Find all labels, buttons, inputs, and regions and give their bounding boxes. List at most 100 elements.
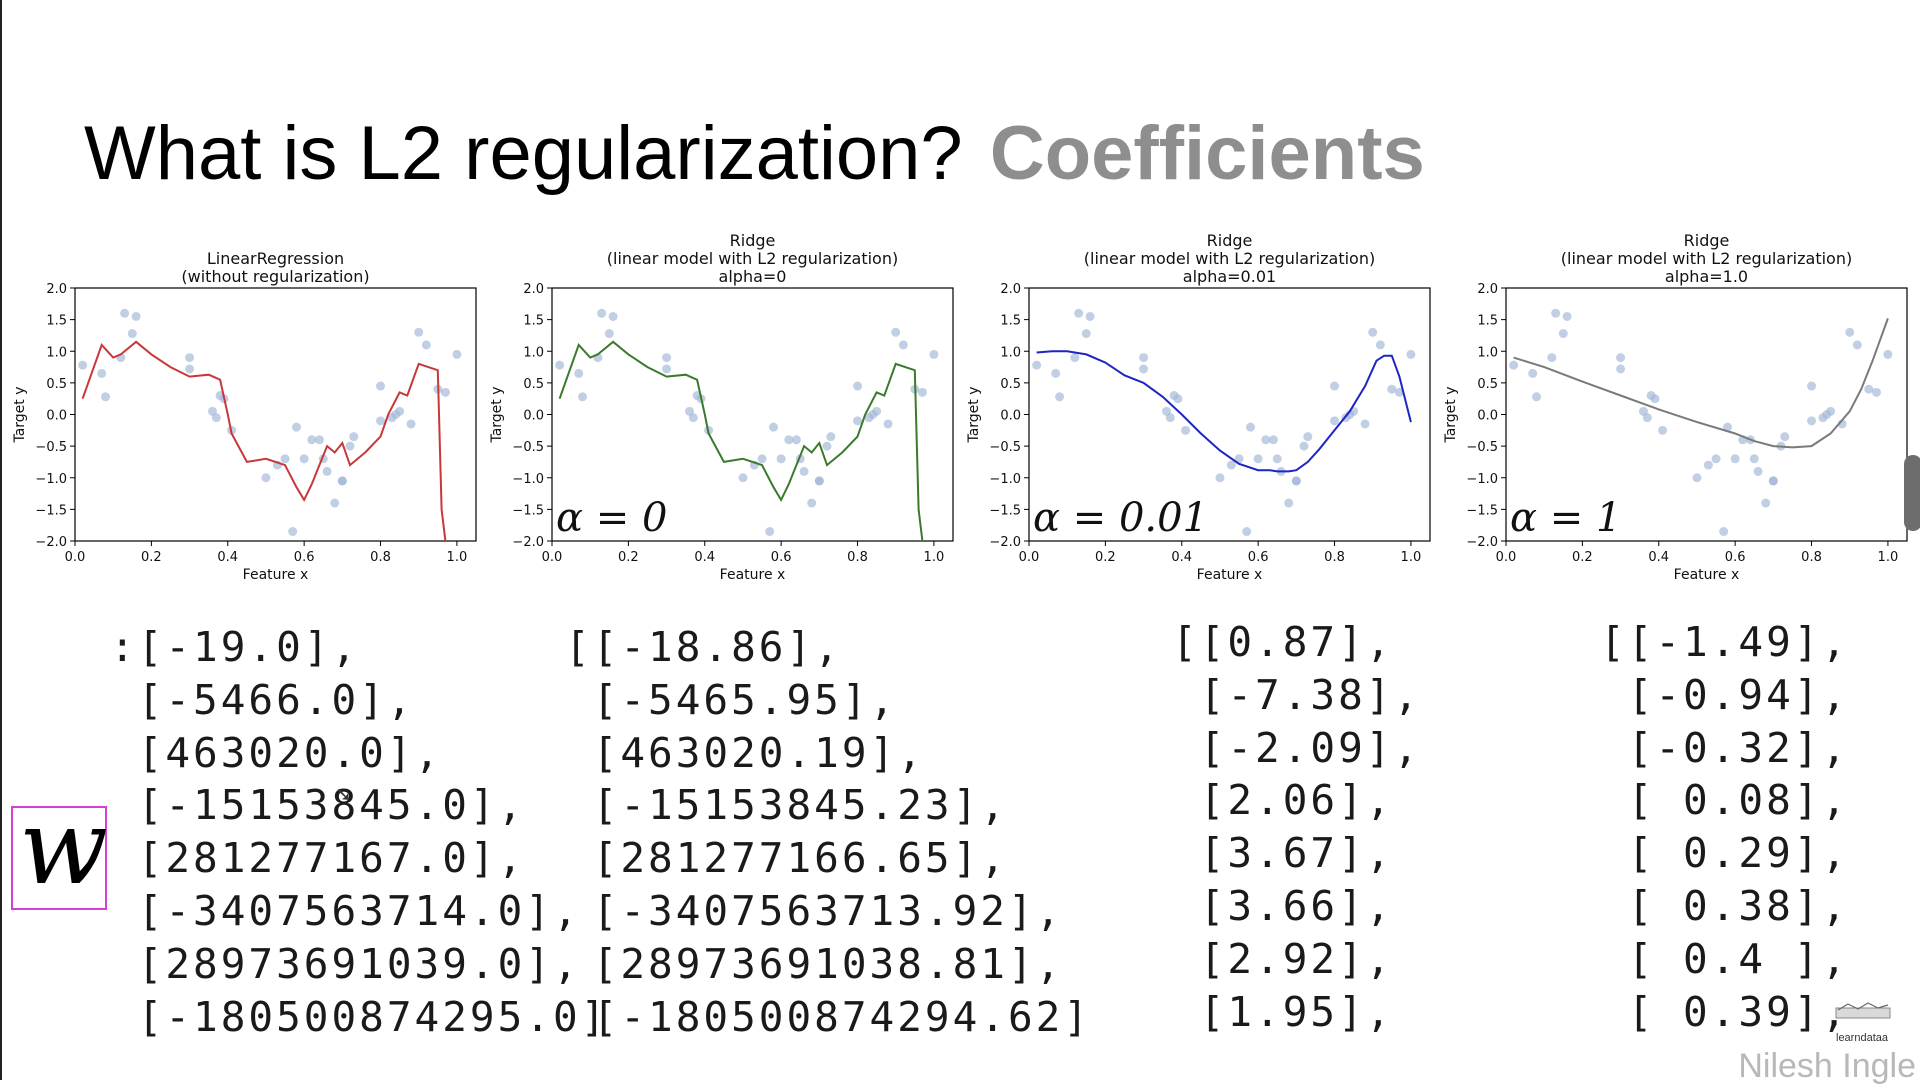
data-point xyxy=(738,473,748,483)
y-tick-label: −1.5 xyxy=(989,503,1021,518)
data-point xyxy=(662,353,672,363)
coefficient-value: [-15153845.23], xyxy=(565,781,1008,830)
y-tick-label: 2.0 xyxy=(523,282,544,297)
coefficient-value: [-3407563714.0], xyxy=(110,887,581,935)
data-point xyxy=(662,364,672,374)
y-axis-label: Target y xyxy=(12,386,28,443)
data-point xyxy=(1719,527,1729,537)
x-tick-label: 1.0 xyxy=(447,550,468,565)
slide-title-main: What is L2 regularization? xyxy=(84,111,963,196)
data-point xyxy=(185,364,195,374)
data-point xyxy=(1807,416,1817,426)
alpha-annotation: α = 0 xyxy=(556,495,667,541)
data-point xyxy=(345,441,355,451)
data-point xyxy=(574,368,584,378)
coefficient-value: [ 0.08], xyxy=(1600,776,1850,825)
data-point xyxy=(1070,353,1080,363)
author-watermark: Nilesh Ingle xyxy=(1738,1047,1916,1085)
data-point xyxy=(211,413,221,423)
data-point xyxy=(97,368,107,378)
coefficient-value: [463020.19], xyxy=(565,728,925,777)
fitted-curve xyxy=(558,340,924,542)
data-point xyxy=(1360,419,1370,429)
data-point xyxy=(1032,360,1042,370)
data-point xyxy=(929,349,939,359)
x-tick-label: 0.6 xyxy=(1725,550,1746,565)
alpha-annotation: α = 0.01 xyxy=(1033,495,1208,541)
data-point xyxy=(292,422,302,432)
chart-title-line: Ridge xyxy=(1207,231,1253,250)
chart-title-line: alpha=0 xyxy=(719,267,787,286)
data-point xyxy=(414,327,424,337)
data-point xyxy=(322,466,332,476)
chart-title-line: (linear model with L2 regularization) xyxy=(607,249,898,268)
data-point xyxy=(765,527,775,537)
coefficient-value: [ 0.4 ], xyxy=(1600,934,1850,983)
y-tick-label: 0.0 xyxy=(46,409,67,424)
fitted-curve xyxy=(1036,350,1412,473)
y-tick-label: 1.5 xyxy=(46,314,67,329)
data-point xyxy=(395,406,405,416)
data-point xyxy=(799,466,809,476)
x-tick-label: 1.0 xyxy=(924,550,945,565)
data-point xyxy=(608,311,618,321)
data-point xyxy=(1723,422,1733,432)
coefficient-value: [2.92], xyxy=(1172,934,1394,983)
y-tick-label: 0.0 xyxy=(1477,409,1498,424)
chart-title-line: Ridge xyxy=(730,231,776,250)
data-point xyxy=(1730,454,1740,464)
data-point xyxy=(1173,394,1183,404)
data-point xyxy=(406,419,416,429)
x-tick-label: 0.0 xyxy=(542,550,563,565)
x-tick-label: 0.2 xyxy=(1572,550,1593,565)
learndataa-logo-icon xyxy=(1835,1002,1891,1019)
x-tick-label: 0.4 xyxy=(1648,550,1669,565)
data-point xyxy=(314,435,324,445)
y-tick-label: 0.0 xyxy=(1000,409,1021,424)
x-axis-label: Feature x xyxy=(1197,567,1263,583)
data-point xyxy=(1711,454,1721,464)
y-tick-label: 0.5 xyxy=(1477,377,1498,392)
side-panel-handle[interactable] xyxy=(1904,455,1920,531)
data-point xyxy=(1406,349,1416,359)
y-tick-label: −2.0 xyxy=(989,535,1021,550)
chart-title-line: alpha=1.0 xyxy=(1665,267,1748,286)
data-point xyxy=(1692,473,1702,483)
x-tick-label: 0.2 xyxy=(618,550,639,565)
data-point xyxy=(1268,435,1278,445)
x-tick-label: 0.2 xyxy=(1095,550,1116,565)
data-point xyxy=(1551,308,1561,318)
y-tick-label: −2.0 xyxy=(1466,535,1498,550)
plot-frame xyxy=(1028,287,1431,542)
data-point xyxy=(1562,311,1572,321)
data-point xyxy=(1165,413,1175,423)
y-tick-label: −1.5 xyxy=(1466,503,1498,518)
data-point xyxy=(1845,327,1855,337)
y-tick-label: 2.0 xyxy=(46,282,67,297)
chart-title-line: Ridge xyxy=(1684,231,1730,250)
data-point xyxy=(555,360,565,370)
x-tick-label: 0.6 xyxy=(294,550,315,565)
data-point xyxy=(769,422,779,432)
data-point xyxy=(261,473,271,483)
data-point xyxy=(1749,454,1759,464)
data-point xyxy=(883,419,893,429)
y-tick-label: −1.5 xyxy=(35,503,67,518)
data-point xyxy=(127,329,137,339)
data-point xyxy=(578,392,588,402)
y-tick-label: −0.5 xyxy=(35,440,67,455)
x-tick-label: 0.8 xyxy=(1801,550,1822,565)
data-point xyxy=(1558,329,1568,339)
data-point xyxy=(1871,387,1881,397)
linear-regression-chart: LinearRegression(without regularization)… xyxy=(12,249,477,583)
x-tick-label: 0.8 xyxy=(847,550,868,565)
data-point xyxy=(597,308,607,318)
y-axis-label: Target y xyxy=(1443,386,1459,443)
coefficient-value: [28973691038.81], xyxy=(565,939,1064,988)
coefficient-value: [ 0.38], xyxy=(1600,882,1850,930)
slide-title: What is L2 regularization? Coefficients xyxy=(84,110,1425,197)
coefficient-value: [1.95], xyxy=(1172,987,1394,1036)
data-point xyxy=(1081,329,1091,339)
data-point xyxy=(1616,364,1626,374)
x-tick-label: 0.0 xyxy=(1496,550,1517,565)
